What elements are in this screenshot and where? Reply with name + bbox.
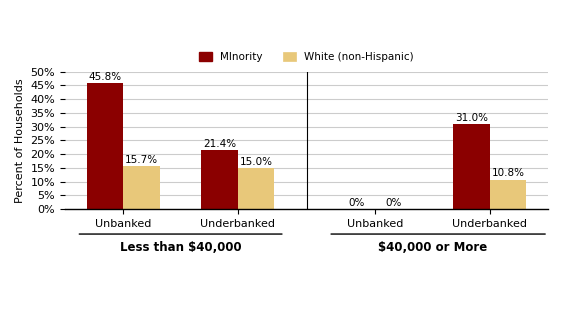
- Text: $40,000 or More: $40,000 or More: [378, 241, 487, 254]
- Bar: [453, 124, 490, 209]
- Bar: [490, 179, 526, 209]
- Text: Less than $40,000: Less than $40,000: [120, 241, 242, 254]
- Text: 21.4%: 21.4%: [203, 139, 236, 149]
- Text: 0%: 0%: [348, 198, 365, 208]
- Text: 15.7%: 15.7%: [125, 155, 158, 165]
- Bar: [238, 168, 275, 209]
- Y-axis label: Percent of Households: Percent of Households: [15, 78, 25, 203]
- Legend: MInority, White (non-Hispanic): MInority, White (non-Hispanic): [199, 52, 414, 62]
- Bar: [87, 83, 123, 209]
- Text: 15.0%: 15.0%: [240, 157, 272, 167]
- Text: 45.8%: 45.8%: [88, 72, 122, 82]
- Text: 10.8%: 10.8%: [491, 169, 525, 179]
- Text: 31.0%: 31.0%: [455, 113, 488, 123]
- Bar: [201, 150, 238, 209]
- Text: 0%: 0%: [385, 198, 401, 208]
- Bar: [123, 166, 160, 209]
